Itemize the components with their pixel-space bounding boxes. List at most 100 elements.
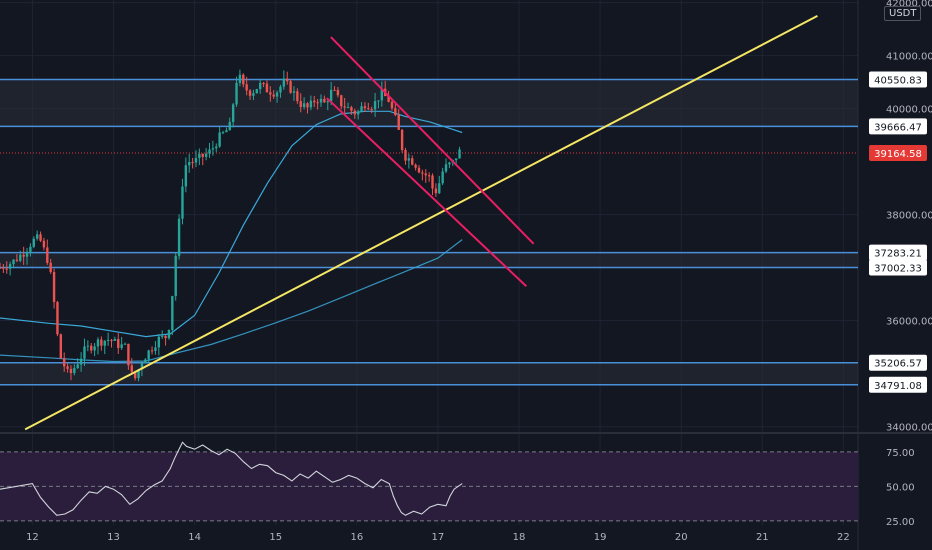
- candle-body: [306, 103, 309, 108]
- candle-body: [117, 338, 120, 349]
- candle-body: [194, 158, 198, 163]
- level-price-label[interactable]: 39666.47: [874, 122, 922, 133]
- level-price-label-bg[interactable]: [869, 118, 927, 135]
- level-price-label-bg[interactable]: [869, 244, 927, 261]
- candle-body: [79, 358, 83, 365]
- support-resistance-zone: [0, 252, 858, 268]
- candle-body: [59, 334, 63, 359]
- candle-body: [438, 183, 441, 194]
- candle-body: [56, 302, 59, 335]
- candle-body: [0, 267, 2, 269]
- candle-body: [100, 339, 103, 346]
- channel-upper-line[interactable]: [330, 36, 535, 245]
- candle-body: [326, 101, 329, 103]
- candle-body: [431, 175, 434, 189]
- candle-body: [340, 95, 343, 107]
- candle-body: [19, 254, 22, 261]
- candle-body: [296, 91, 299, 102]
- candle-body: [130, 365, 133, 372]
- time-tick-label: 22: [837, 532, 850, 543]
- candle-body: [147, 350, 150, 360]
- candle-body: [110, 339, 113, 341]
- currency-badge[interactable]: USDT: [884, 6, 922, 21]
- candle-body: [127, 343, 130, 366]
- candle-body: [397, 114, 400, 130]
- candle-body: [167, 329, 171, 339]
- candle-body: [181, 186, 184, 219]
- candle-body: [235, 82, 238, 105]
- moving-average-slow: [0, 239, 463, 363]
- candle-body: [96, 339, 100, 347]
- candle-body: [93, 346, 96, 351]
- candle-body: [279, 86, 282, 93]
- candle-body: [144, 359, 147, 364]
- candle-body: [242, 74, 245, 85]
- candle-body: [367, 108, 370, 110]
- candle-body: [258, 82, 262, 90]
- level-price-label-bg[interactable]: [869, 259, 927, 276]
- candle-body: [113, 338, 117, 341]
- level-price-label[interactable]: 37002.33: [874, 264, 922, 275]
- candle-body: [414, 164, 417, 168]
- rsi-line: [0, 441, 463, 516]
- candle-body: [407, 158, 411, 161]
- price-tick-label: 42000.00: [886, 0, 932, 10]
- ascending-trendline[interactable]: [24, 15, 818, 431]
- candle-body: [255, 89, 259, 94]
- price-tick-label: 40000.00: [886, 105, 932, 116]
- candle-body: [373, 101, 377, 110]
- candle-body: [90, 345, 93, 351]
- candle-body: [262, 82, 265, 84]
- price-labels: 40550.83 39666.47 37283.21 37002.33 35206.57…: [869, 71, 927, 393]
- candle-body: [275, 92, 279, 97]
- candle-body: [424, 173, 427, 176]
- price-tick-label: 41000.00: [886, 52, 932, 63]
- candle-body: [343, 106, 346, 108]
- candle-body: [458, 149, 461, 159]
- candle-body: [370, 109, 373, 111]
- candle-body: [319, 98, 323, 103]
- support-resistance-zone: [0, 362, 858, 385]
- level-price-label[interactable]: 37283.21: [874, 249, 922, 260]
- moving-average-fast: [0, 110, 463, 338]
- level-price-label[interactable]: 34791.08: [874, 381, 922, 392]
- candle-body: [299, 101, 302, 108]
- candle-body: [73, 367, 76, 374]
- last-price-label[interactable]: 39164.58: [874, 149, 922, 160]
- level-price-label-bg[interactable]: [869, 354, 927, 371]
- candle-body: [69, 368, 73, 374]
- candle-body: [387, 96, 390, 102]
- candle-body: [25, 251, 29, 257]
- candle-body: [309, 100, 313, 108]
- candle-body: [221, 132, 225, 134]
- candle-body: [184, 165, 188, 187]
- candle-body: [8, 264, 12, 269]
- channel-lower-line[interactable]: [326, 97, 528, 287]
- level-price-label-bg[interactable]: [869, 376, 927, 393]
- candle-body: [377, 100, 380, 102]
- candle-body: [448, 162, 451, 165]
- level-price-label[interactable]: 35206.57: [874, 359, 922, 370]
- candle-body: [83, 346, 86, 359]
- time-tick-label: 16: [350, 532, 363, 543]
- moving-averages: [0, 110, 463, 363]
- level-price-label-bg[interactable]: [869, 71, 927, 88]
- candle-body: [208, 149, 211, 154]
- candle-body: [269, 92, 272, 95]
- level-price-label[interactable]: 40550.83: [874, 75, 922, 86]
- candle-body: [292, 91, 296, 93]
- candle-body: [157, 336, 161, 348]
- candle-body: [120, 344, 123, 349]
- last-price-label-bg[interactable]: [869, 144, 927, 161]
- candle-body: [390, 101, 394, 109]
- candle-body: [411, 158, 414, 165]
- candle-body: [252, 93, 255, 96]
- candle-body: [346, 107, 350, 109]
- candle-body: [154, 347, 157, 351]
- candle-body: [76, 364, 79, 368]
- candle-body: [265, 83, 269, 93]
- candle-body: [421, 172, 424, 174]
- rsi-tick-label: 75.00: [886, 448, 915, 459]
- candle-body: [363, 106, 367, 109]
